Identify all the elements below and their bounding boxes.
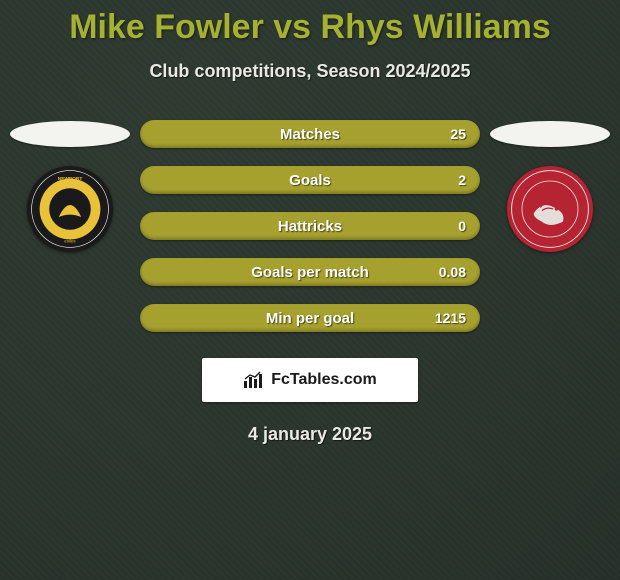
- stat-right-value: 25: [450, 126, 466, 142]
- page-title: Mike Fowler vs Rhys Williams: [0, 0, 620, 47]
- stat-bar-gpm: Goals per match 0.08: [140, 258, 480, 286]
- stat-label: Goals: [289, 172, 331, 189]
- stat-label: Goals per match: [251, 264, 369, 281]
- svg-text:NEWPORT: NEWPORT: [58, 176, 83, 182]
- stat-bar-matches: Matches 25: [140, 120, 480, 148]
- stat-label: Hattricks: [278, 218, 342, 235]
- club-crest-right: [507, 166, 593, 252]
- stat-right-value: 0: [458, 218, 466, 234]
- stat-bar-mpg: Min per goal 1215: [140, 304, 480, 332]
- vs-text: vs: [264, 8, 321, 46]
- newport-crest-icon: NEWPORT exiles: [30, 169, 110, 249]
- subtitle: Club competitions, Season 2024/2025: [0, 61, 620, 82]
- player1-name: Mike Fowler: [69, 8, 264, 46]
- stat-right-value: 0.08: [439, 264, 466, 280]
- row-goals-per-match: Goals per match 0.08: [0, 258, 620, 286]
- row-matches: Matches 25: [0, 120, 620, 148]
- player2-silhouette: [490, 121, 610, 147]
- comparison-content: Matches 25 NEWPORT exiles Goals 2: [0, 120, 620, 445]
- club-crest-left: NEWPORT exiles: [27, 166, 113, 252]
- stat-label: Matches: [280, 126, 340, 143]
- logo-text: FcTables.com: [271, 371, 377, 389]
- stat-right-value: 1215: [435, 310, 466, 326]
- morecambe-crest-icon: [510, 169, 590, 249]
- stat-label: Min per goal: [266, 310, 354, 327]
- fctables-logo[interactable]: FcTables.com: [202, 358, 418, 402]
- player2-name: Rhys Williams: [321, 8, 551, 46]
- chart-icon: [243, 371, 265, 389]
- row-goals: NEWPORT exiles Goals 2: [0, 166, 620, 194]
- svg-text:exiles: exiles: [64, 239, 76, 244]
- stat-bar-hattricks: Hattricks 0: [140, 212, 480, 240]
- row-min-per-goal: Min per goal 1215: [0, 304, 620, 332]
- generated-date: 4 january 2025: [0, 424, 620, 445]
- stat-right-value: 2: [458, 172, 466, 188]
- stat-bar-goals: Goals 2: [140, 166, 480, 194]
- player1-silhouette: [10, 121, 130, 147]
